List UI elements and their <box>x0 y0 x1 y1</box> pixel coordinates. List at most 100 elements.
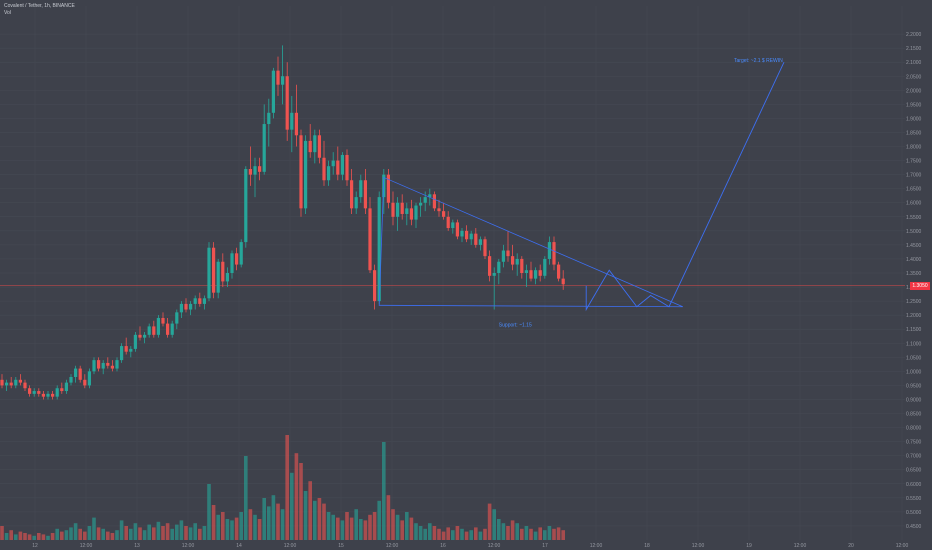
volume-bars <box>0 435 565 540</box>
volume-bar <box>64 530 69 540</box>
candle-body <box>78 368 82 380</box>
volume-bar <box>359 519 363 540</box>
candle-body <box>87 371 91 386</box>
candlestick-series <box>0 45 565 400</box>
price-tick-label: 1.6000 <box>906 201 922 207</box>
volume-bar <box>533 531 538 540</box>
candle-body <box>110 365 114 369</box>
volume-bar <box>142 530 147 540</box>
volume-bar <box>382 442 386 540</box>
price-tick-label: 1.1500 <box>906 327 922 333</box>
volume-bar <box>225 519 230 540</box>
volume-bar <box>4 533 9 540</box>
volume-bar <box>147 524 151 540</box>
price-tick-label: 1.6500 <box>906 187 922 193</box>
volume-bar <box>133 523 138 540</box>
volume-bar <box>345 512 349 540</box>
volume-bar <box>27 534 32 540</box>
volume-bar <box>110 533 115 540</box>
volume-indicator-label[interactable]: Vol <box>4 10 11 16</box>
volume-bar <box>520 528 524 540</box>
candle-body <box>92 360 96 372</box>
time-tick-label: 12:00 <box>692 543 705 549</box>
pattern-drawings[interactable]: Target: ~2.1 $ REWIN Support: ~1.15 <box>378 58 785 328</box>
volume-bar <box>501 523 506 540</box>
volume-bar <box>372 512 377 540</box>
candle-body <box>120 346 124 361</box>
volume-bar <box>405 512 409 540</box>
time-tick-label: 12:00 <box>590 543 603 549</box>
time-tick-label: 16 <box>440 543 446 549</box>
price-tick-label: 2.2000 <box>906 32 922 38</box>
candle-body <box>46 393 50 397</box>
candle-body <box>267 112 271 125</box>
volume-bar <box>23 533 27 540</box>
candle-body <box>124 346 128 352</box>
volume-bar <box>368 514 372 540</box>
volume-bar <box>78 528 82 540</box>
price-tick-label: 0.7500 <box>906 440 922 446</box>
volume-bar <box>561 530 565 540</box>
volume-bar <box>340 520 345 540</box>
volume-bar <box>32 535 36 540</box>
volume-bar <box>428 523 432 540</box>
symbol-title[interactable]: Covalent / Tether, 1h, BINANCE <box>4 3 75 9</box>
price-tick-label: 0.5000 <box>906 510 922 516</box>
candle-body <box>147 326 151 335</box>
candle-body <box>515 258 519 265</box>
price-tick-label: 2.1500 <box>906 46 922 52</box>
volume-bar <box>165 523 170 540</box>
candle-body <box>363 180 367 209</box>
volume-bar <box>9 530 13 540</box>
volume-bar <box>492 509 496 540</box>
candle-body <box>308 140 312 153</box>
volume-bar <box>73 523 78 540</box>
volume-bar <box>478 531 483 540</box>
volume-bar <box>96 527 101 540</box>
candle-body <box>248 169 252 175</box>
candle-body <box>345 154 349 181</box>
candle-body <box>60 388 64 392</box>
volume-bar <box>119 520 124 540</box>
volume-bar <box>202 526 207 540</box>
candle-body <box>529 270 533 279</box>
candle-body <box>327 166 331 181</box>
volume-bar <box>423 528 427 540</box>
candle-body <box>97 360 101 369</box>
volume-bar <box>87 526 92 540</box>
candle-body <box>524 270 528 273</box>
candle-body <box>216 261 220 293</box>
candle-body <box>9 382 13 386</box>
volume-bar <box>216 514 220 540</box>
candle-body <box>28 388 32 394</box>
volume-bar <box>386 495 391 540</box>
volume-bar <box>106 531 110 540</box>
volume-bar <box>377 500 381 540</box>
last-price-tag: 1.3050 <box>910 281 930 290</box>
volume-bar <box>170 528 174 540</box>
candle-body <box>547 242 551 259</box>
candle-body <box>538 270 542 276</box>
candle-body <box>543 258 547 276</box>
candle-body <box>469 233 473 240</box>
candle-body <box>400 202 404 214</box>
volume-bar <box>69 527 73 540</box>
grid-lines <box>0 6 905 540</box>
price-tick-label: 0.8500 <box>906 412 922 418</box>
price-axis[interactable]: 2.2000 2.1500 2.1000 2.0500 2.0000 1.9500 1.90… <box>906 32 922 530</box>
candle-body <box>294 112 298 136</box>
volume-bar <box>285 435 289 540</box>
candle-body <box>253 166 257 175</box>
volume-bar <box>437 528 441 540</box>
time-axis[interactable]: 12 12:00 13 12:00 14 12:00 15 12:00 16 12:00 17 12:… <box>32 543 908 549</box>
volume-bar <box>55 528 59 540</box>
candle-body <box>32 391 36 394</box>
volume-bar <box>497 519 501 540</box>
volume-bar <box>221 512 225 540</box>
volume-bar <box>37 533 41 540</box>
candle-body <box>133 334 137 349</box>
time-tick-label: 17 <box>542 543 548 549</box>
volume-bar <box>179 520 184 540</box>
candle-body <box>396 202 400 217</box>
